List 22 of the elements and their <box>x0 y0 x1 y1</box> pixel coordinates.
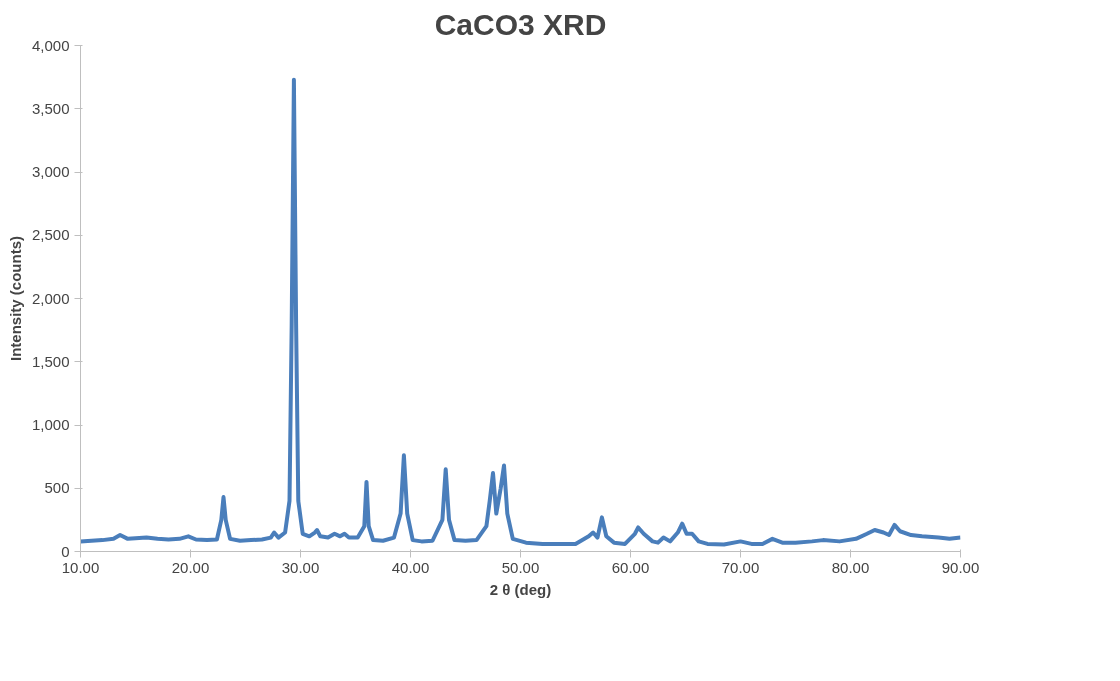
x-tick-label: 30.00 <box>281 558 320 576</box>
x-tick-label: 60.00 <box>611 558 650 576</box>
y-tick-label: 0 <box>61 542 70 560</box>
y-tick-label: 3,000 <box>31 163 70 180</box>
x-tick-label: 80.00 <box>831 558 870 576</box>
x-tick-label: 50.00 <box>501 558 540 576</box>
x-tick-label: 70.00 <box>721 558 760 576</box>
y-tick-label: 1,000 <box>31 416 70 433</box>
x-tick-label: 40.00 <box>391 558 430 576</box>
y-tick-label: 2,000 <box>31 289 70 307</box>
x-axis-title: 2 θ (deg) <box>489 580 552 598</box>
y-tick-label: 1,500 <box>31 352 70 370</box>
x-tick-label: 20.00 <box>171 558 210 576</box>
y-tick-label: 3,500 <box>31 99 70 117</box>
y-tick-label: 2,500 <box>31 226 70 244</box>
chart-title: CaCO3 XRD <box>434 7 607 41</box>
y-tick-label: 500 <box>44 479 70 497</box>
x-tick-label: 90.00 <box>941 558 980 576</box>
y-axis-title: Intensity (counts) <box>6 235 24 361</box>
y-tick-label: 4,000 <box>31 36 70 54</box>
x-tick-label: 10.00 <box>61 558 100 576</box>
line-series <box>80 77 961 547</box>
